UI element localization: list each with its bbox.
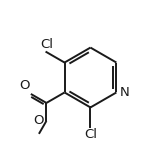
Text: O: O [19, 80, 29, 93]
Text: N: N [120, 86, 129, 99]
Text: O: O [34, 114, 44, 127]
Text: Cl: Cl [84, 128, 97, 141]
Text: Cl: Cl [40, 38, 53, 51]
